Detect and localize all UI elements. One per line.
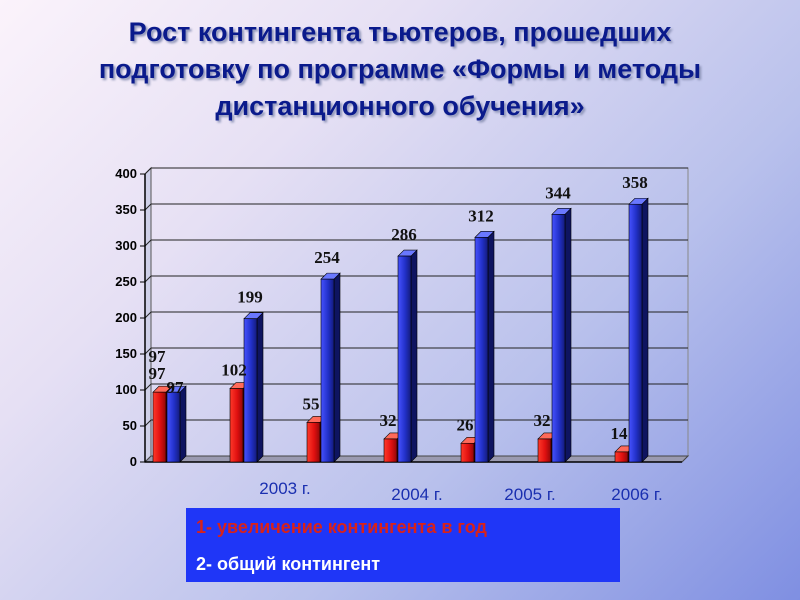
data-label-series2: 312 <box>468 206 494 225</box>
bar-front <box>383 438 398 463</box>
data-label-series1: 32 <box>534 411 551 430</box>
bar-series2 <box>551 207 572 463</box>
grid-line-diagonal <box>144 311 152 319</box>
y-tick-label: 0 <box>130 454 137 469</box>
data-label-series2: 199 <box>237 288 263 307</box>
data-label-series1: 102 <box>221 361 247 380</box>
grid-lines <box>144 167 688 427</box>
y-tick-label: 200 <box>115 310 137 325</box>
grid-line-diagonal <box>144 203 152 211</box>
year-label: 2003 г. <box>259 479 310 498</box>
bar-series2 <box>628 197 649 463</box>
bar-series2 <box>166 385 187 463</box>
bar-front <box>537 438 552 463</box>
data-label-series1: 55 <box>303 394 320 413</box>
y-tick-label: 300 <box>115 238 137 253</box>
grid-line-diagonal <box>144 419 152 427</box>
grid-line-diagonal <box>144 347 152 355</box>
bar-front <box>243 318 258 463</box>
legend-item-total: 2- общий контингент <box>196 554 381 574</box>
grid-line-diagonal <box>144 239 152 247</box>
bar-front <box>460 442 475 463</box>
y-tick-label: 250 <box>115 274 137 289</box>
data-label-series2: 97 <box>149 347 167 366</box>
bar-front <box>614 451 629 463</box>
year-labels: 2003 г. 2004 г. 2005 г. 2006 г. <box>259 479 662 504</box>
bar-front <box>152 391 167 463</box>
bar-front <box>551 214 566 463</box>
bar-front <box>628 203 643 463</box>
grid-line-diagonal <box>144 167 152 175</box>
data-label-series2: 286 <box>391 225 417 244</box>
y-tick-label: 150 <box>115 346 137 361</box>
grid-line-diagonal <box>144 383 152 391</box>
bar-front <box>320 278 335 463</box>
y-tick-label: 100 <box>115 382 137 397</box>
bar-side <box>641 197 649 463</box>
slide-title: Рост контингента тьютеров, прошедших под… <box>98 17 702 121</box>
y-tick-label: 350 <box>115 202 137 217</box>
year-label: 2006 г. <box>611 485 662 504</box>
y-tick-label: 50 <box>123 418 137 433</box>
data-label-series2: 254 <box>314 248 340 267</box>
legend: 1- увеличение контингента в год 2- общий… <box>186 508 620 582</box>
data-label-series1: 14 <box>611 424 629 443</box>
data-label-series1: 26 <box>457 415 474 434</box>
bar-series2 <box>474 230 495 463</box>
bar-front <box>474 237 489 463</box>
bars <box>152 197 649 463</box>
data-label-series1: 32 <box>380 411 397 430</box>
data-label-series2-inline: 97 <box>167 378 185 397</box>
bar-side <box>256 311 264 463</box>
bar-series2 <box>320 272 341 463</box>
bar-side <box>179 385 187 463</box>
bar-front <box>229 388 244 463</box>
bar-side <box>410 249 418 463</box>
bar-front <box>166 391 181 463</box>
year-label: 2004 г. <box>391 485 442 504</box>
data-label-series1: 97 <box>149 364 167 383</box>
legend-item-increase: 1- увеличение контингента в год <box>196 517 487 537</box>
bar-series2 <box>397 249 418 463</box>
bar-front <box>397 255 412 463</box>
data-label-series2: 344 <box>545 183 571 202</box>
bar-front <box>306 422 321 463</box>
bar-side <box>564 207 572 463</box>
data-label-series2: 358 <box>622 173 648 192</box>
year-label: 2005 г. <box>504 485 555 504</box>
bar-series2 <box>243 311 264 463</box>
y-tick-label: 400 <box>115 166 137 181</box>
bar-side <box>487 230 495 463</box>
bar-side <box>333 272 341 463</box>
grid-line-diagonal <box>144 275 152 283</box>
